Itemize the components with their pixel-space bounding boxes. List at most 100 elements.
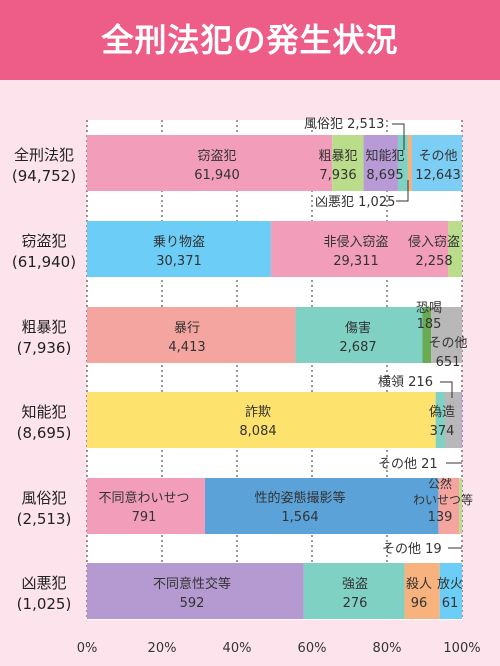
bar-segment <box>87 392 436 448</box>
leader-line <box>392 123 405 150</box>
callout-label: 風俗犯 <box>304 117 343 132</box>
callout-text: その他 21 <box>378 457 438 472</box>
bar-segment <box>448 221 462 277</box>
bar-segment <box>397 135 408 191</box>
callout-label: その他 <box>382 542 421 557</box>
title-banner <box>0 0 500 80</box>
segment-label: 窃盗犯 <box>197 148 236 164</box>
segment-value: 592 <box>180 596 205 611</box>
x-tick-label: 60% <box>298 641 327 656</box>
bar-segment <box>363 135 398 191</box>
segment-value: 8,084 <box>239 424 276 439</box>
segment-value: 61 <box>442 596 459 611</box>
segment-value: 139 <box>428 510 453 525</box>
segment-label-part: わいせつ等 <box>413 493 473 507</box>
callout-value: 21 <box>421 457 438 472</box>
x-tick-label: 100% <box>443 641 480 656</box>
bar-segment <box>87 221 271 277</box>
segment-label: 暴行 <box>174 321 200 336</box>
stacked-bar-chart: 0% 20% 40% 60% 80% 100% 全刑法犯 (94,752) 窃盗犯 (61,940… <box>12 117 481 656</box>
segment-label: その他 <box>428 336 467 351</box>
bar-segment <box>87 307 296 363</box>
bar-segment <box>332 135 364 191</box>
segment-value: 96 <box>411 596 428 611</box>
callout-label: 凶悪犯 <box>315 195 354 210</box>
callout: 凶悪犯 1,025 <box>315 180 409 210</box>
x-tick-label: 20% <box>148 641 177 656</box>
callout: その他 21 <box>378 457 462 472</box>
bar-segment <box>431 307 462 363</box>
segment-value: 4,413 <box>168 340 205 355</box>
callout-label: 横領 <box>378 374 404 390</box>
bar-segment <box>435 392 445 448</box>
segment-value: 1,564 <box>281 510 318 525</box>
x-tick-label: 40% <box>223 641 252 656</box>
bar-segment <box>422 307 432 363</box>
bar-segment <box>439 563 462 619</box>
leader-line <box>396 180 409 202</box>
callout-text: 風俗犯 2,513 <box>304 117 384 132</box>
row-label: 風俗犯 <box>21 489 66 507</box>
segment-label: 強盗 <box>342 576 368 592</box>
segment-value: 651 <box>436 355 461 370</box>
segment-value: 374 <box>430 424 455 439</box>
bar-segment <box>444 392 462 448</box>
row-total: (94,752) <box>12 167 76 185</box>
callout-value: 2,513 <box>347 117 384 132</box>
segment-label: 不同意わいせつ <box>98 490 189 506</box>
x-tick-label: 80% <box>373 641 402 656</box>
callout-value: 1,025 <box>358 195 395 210</box>
callout-text: 凶悪犯 1,025 <box>315 195 395 210</box>
segment-label: 侵入窃盗 <box>408 234 460 250</box>
bar-segment <box>87 135 333 191</box>
bar-segment <box>411 135 462 191</box>
segment-value: 2,258 <box>415 254 452 269</box>
callout-text: 横領 216 <box>378 374 433 390</box>
callout-label: その他 <box>378 457 417 472</box>
x-tick-label: 0% <box>77 641 98 656</box>
row-total: (7,936) <box>17 339 72 357</box>
bar-segment <box>205 478 439 534</box>
row-total: (61,940) <box>12 253 76 271</box>
segment-label-part: 公然 <box>428 476 452 491</box>
segment-value: 185 <box>417 317 442 332</box>
segment-label: 傷害 <box>345 320 371 336</box>
segment-label: 乗り物盗 <box>153 234 205 250</box>
bar-segment <box>295 307 423 363</box>
row-total: (1,025) <box>17 595 72 613</box>
segment-label: 偽造 <box>429 405 455 420</box>
row-label: 窃盗犯 <box>21 232 66 250</box>
bar-segment <box>270 221 449 277</box>
bar-segment <box>459 478 462 534</box>
bar-segment <box>407 135 412 191</box>
segment-value: 276 <box>343 596 368 611</box>
bar-segment <box>404 563 440 619</box>
callout: 風俗犯 2,513 <box>304 117 405 150</box>
bar-segment <box>461 392 462 448</box>
segment-label: 非侵入窃盗 <box>323 234 388 250</box>
chart-title: 全刑法犯の発生状況 <box>101 21 399 59</box>
bar-segment <box>87 478 206 534</box>
segment-label: その他 <box>418 149 457 164</box>
segment-label: 殺人 <box>406 577 432 592</box>
row-label: 知能犯 <box>21 403 66 421</box>
row-total: (8,695) <box>17 424 72 442</box>
bar-segment <box>438 478 460 534</box>
callout: 横領 216 <box>378 374 453 398</box>
callout-value: 216 <box>408 375 433 390</box>
callout: その他 19 <box>382 542 462 557</box>
segment-label: 不同意性交等 <box>153 576 231 592</box>
leader-line <box>440 381 453 398</box>
callout-text: その他 19 <box>382 542 442 557</box>
row-label: 全刑法犯 <box>14 146 74 164</box>
callout-value: 19 <box>425 542 442 557</box>
row-total: (2,513) <box>17 510 72 528</box>
segment-value: 30,371 <box>156 254 202 269</box>
bar-segment <box>87 563 304 619</box>
row-label: 粗暴犯 <box>21 318 66 336</box>
row-label: 凶悪犯 <box>21 574 66 592</box>
segment-label: 粗暴犯 <box>318 149 357 164</box>
bar-segment <box>303 563 405 619</box>
segment-value: 8,695 <box>366 168 403 183</box>
segment-label: 性的姿態撮影等 <box>254 490 345 506</box>
